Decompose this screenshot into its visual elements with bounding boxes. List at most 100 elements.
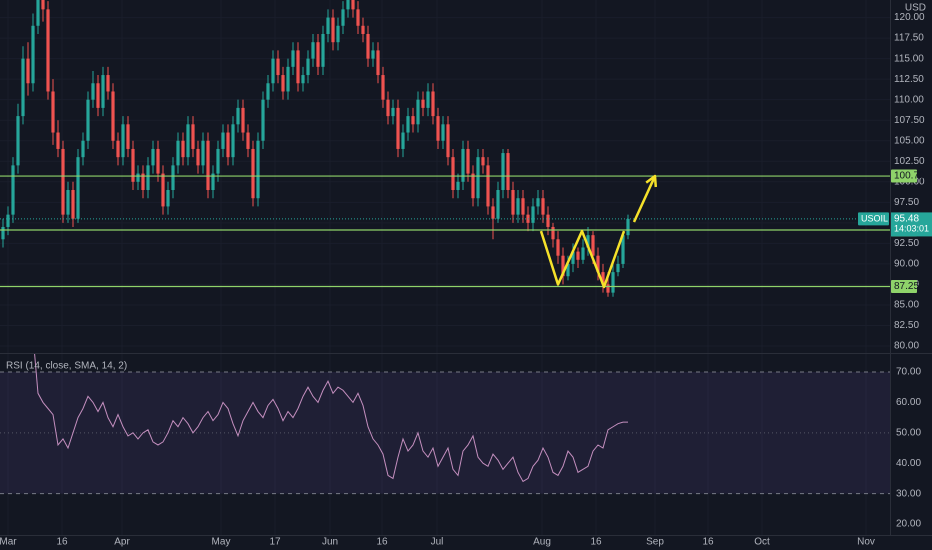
candle-body <box>246 132 250 149</box>
candle-body <box>601 272 605 285</box>
candle-body <box>186 124 190 158</box>
y-tick-label: 112.50 <box>894 74 924 85</box>
candle-body <box>326 17 330 34</box>
candle-body <box>381 75 385 100</box>
candle-body <box>276 58 280 76</box>
y-tick-label: 90.00 <box>894 259 919 270</box>
candle-body <box>441 124 445 141</box>
candle-body <box>616 263 620 273</box>
candle-body <box>426 91 430 108</box>
candle-body <box>191 124 195 149</box>
candle-body <box>391 107 395 117</box>
level-label-bg <box>891 279 917 293</box>
candle-body <box>11 165 15 215</box>
candle-body <box>21 58 25 117</box>
candle-body <box>501 153 505 191</box>
rsi-line <box>34 354 628 483</box>
candle-body <box>376 50 380 76</box>
currency-label: USD <box>905 3 926 14</box>
rsi-tick-label: 40.00 <box>896 458 921 469</box>
y-tick-label: 92.50 <box>894 238 919 249</box>
candle-body <box>516 198 520 215</box>
candle-body <box>521 198 525 215</box>
candle-body <box>61 148 65 215</box>
x-tick-label: 16 <box>590 537 602 548</box>
candle-body <box>411 116 415 125</box>
candle-body <box>151 148 155 166</box>
candle-body <box>401 132 405 149</box>
candle-body <box>476 157 480 199</box>
candle-body <box>291 50 295 67</box>
candle-body <box>206 140 210 191</box>
candle-body <box>511 190 515 215</box>
rsi-label: RSI (14, close, SMA, 14, 2) <box>6 361 127 372</box>
candle-body <box>621 235 625 264</box>
candle-body <box>231 124 235 158</box>
candle-body <box>96 83 100 108</box>
candle-body <box>241 107 245 133</box>
candle-body <box>316 42 320 67</box>
candle-body <box>91 83 95 100</box>
candle-body <box>556 239 560 256</box>
price-pane <box>0 0 890 297</box>
candle-body <box>71 190 75 219</box>
candle-body <box>161 173 165 207</box>
y-tick-label: 85.00 <box>894 300 919 311</box>
candle-body <box>201 140 205 166</box>
candle-body <box>136 173 140 182</box>
arrow <box>632 175 657 223</box>
candle-body <box>491 206 495 219</box>
candle-body <box>446 124 450 158</box>
candle-body <box>66 190 70 215</box>
x-tick-label: 16 <box>56 537 68 548</box>
candle-body <box>336 25 340 43</box>
symbol-label-bg <box>858 212 889 226</box>
candle-body <box>31 25 35 84</box>
y-tick-label: 117.50 <box>894 33 924 44</box>
candle-body <box>606 284 610 293</box>
candle-body <box>131 148 135 182</box>
candle-body <box>111 91 115 141</box>
candle-body <box>301 75 305 84</box>
candle-body <box>311 42 315 59</box>
y-tick-label: 110.00 <box>894 94 924 105</box>
x-tick-label: Jun <box>322 537 338 548</box>
candle-body <box>166 190 170 207</box>
candle-body <box>436 116 440 141</box>
candle-body <box>176 140 180 166</box>
candle-body <box>611 272 615 293</box>
symbol-label: USOIL <box>861 213 888 223</box>
candle-body <box>41 0 45 10</box>
rsi-tick-label: 50.00 <box>896 427 921 438</box>
rsi-tick-label: 20.00 <box>896 519 921 530</box>
candle-body <box>51 91 55 133</box>
candle-body <box>551 226 555 240</box>
level-label: 87.25 <box>894 281 919 292</box>
candle-body <box>36 0 40 26</box>
candle-body <box>271 58 275 84</box>
candle-body <box>121 124 125 158</box>
x-tick-label: Apr <box>114 537 130 548</box>
candle-body <box>1 226 5 240</box>
x-tick-label: 16 <box>376 537 388 548</box>
rsi-pane <box>0 354 890 495</box>
candle-body <box>106 75 110 92</box>
candle-body <box>506 153 510 191</box>
rsi-tick-label: 60.00 <box>896 397 921 408</box>
y-tick-label: 120.00 <box>894 12 925 23</box>
candle-body <box>296 50 300 84</box>
candle-body <box>146 165 150 191</box>
candle-body <box>351 0 355 10</box>
candle-body <box>331 17 335 43</box>
x-tick-label: Nov <box>857 537 875 548</box>
candle-body <box>361 25 365 34</box>
candle-body <box>181 140 185 158</box>
candle-body <box>386 99 390 117</box>
candle-body <box>406 116 410 133</box>
candle-body <box>481 157 485 166</box>
y-tick-label: 82.50 <box>894 320 919 331</box>
candle-body <box>421 99 425 108</box>
candle-body <box>126 124 130 149</box>
candle-body <box>471 173 475 199</box>
